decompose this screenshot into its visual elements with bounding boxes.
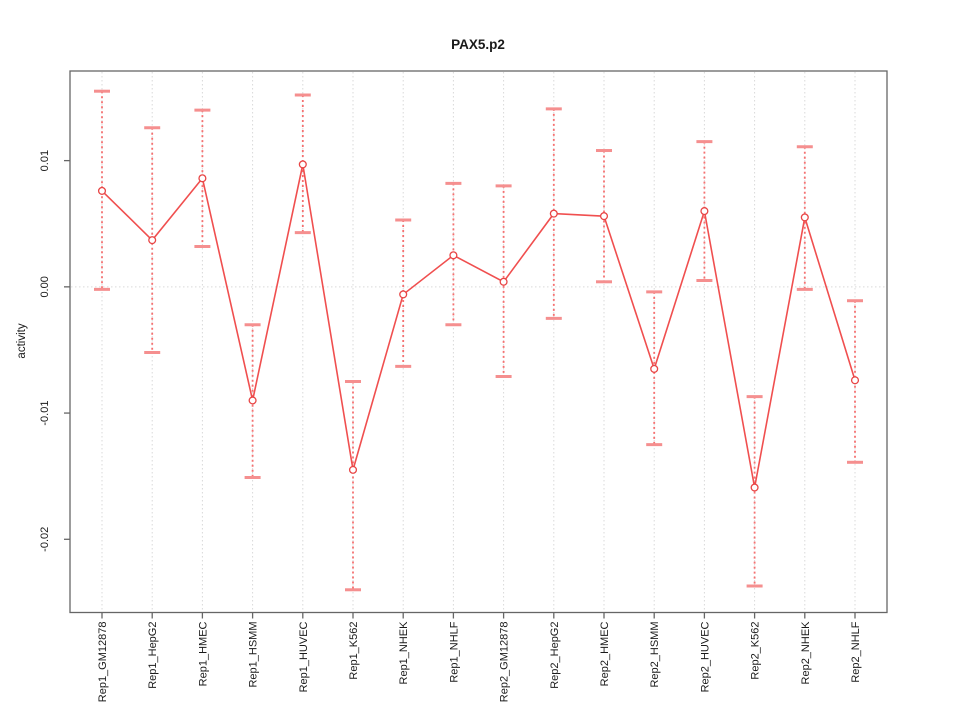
x-tick-label: Rep2_HSMM (649, 622, 661, 688)
data-point (750, 483, 759, 492)
y-axis-label: activity (16, 323, 28, 358)
y-tick-label: 0.00 (39, 276, 51, 297)
data-series-layer (94, 89, 863, 592)
x-tick-label: Rep1_K562 (348, 622, 360, 680)
data-point (198, 174, 207, 183)
x-tick-label: Rep1_HMEC (197, 621, 209, 686)
data-point (298, 160, 307, 169)
x-tick-label: Rep2_HepG2 (549, 622, 561, 689)
data-point (700, 207, 709, 216)
grid-layer (71, 72, 886, 612)
x-tick-label: Rep1_NHEK (398, 621, 410, 685)
y-tick-label: 0.01 (39, 150, 51, 171)
data-point (348, 465, 358, 474)
data-point (97, 186, 107, 195)
x-tick-label: Rep2_GM12878 (499, 622, 511, 703)
x-tick-label: Rep1_HepG2 (147, 622, 159, 689)
data-point (800, 213, 809, 222)
x-tick-label: Rep1_GM12878 (97, 622, 109, 703)
chart-title: PAX5.p2 (451, 37, 505, 52)
axis-layer: 0.01 0.00 -0.01 -0.02 Rep1_GM12878 Rep1_HepG2… (39, 70, 888, 703)
data-point (850, 376, 860, 385)
x-tick-label: Rep1_NHLF (448, 621, 460, 682)
x-tick-label: Rep2_K562 (750, 622, 762, 680)
data-point (549, 209, 558, 218)
series-line (101, 164, 856, 488)
x-tick-label: Rep2_NHLF (850, 621, 862, 682)
x-tick-label: Rep2_NHEK (800, 621, 812, 685)
x-tick-label: Rep2_HUVEC (699, 621, 711, 692)
data-point (650, 364, 659, 373)
y-tick-label: -0.01 (39, 401, 51, 426)
data-point (449, 251, 458, 260)
data-point (399, 290, 408, 299)
data-point (248, 396, 257, 405)
y-tick-label: -0.02 (39, 527, 51, 552)
plot-border (69, 70, 888, 614)
data-point (599, 212, 609, 221)
x-tick-label: Rep2_HMEC (599, 621, 611, 686)
data-point (499, 277, 508, 286)
x-tick-label: Rep1_HUVEC (298, 621, 310, 692)
x-tick-label: Rep1_HSMM (248, 622, 260, 688)
data-point (148, 236, 157, 245)
